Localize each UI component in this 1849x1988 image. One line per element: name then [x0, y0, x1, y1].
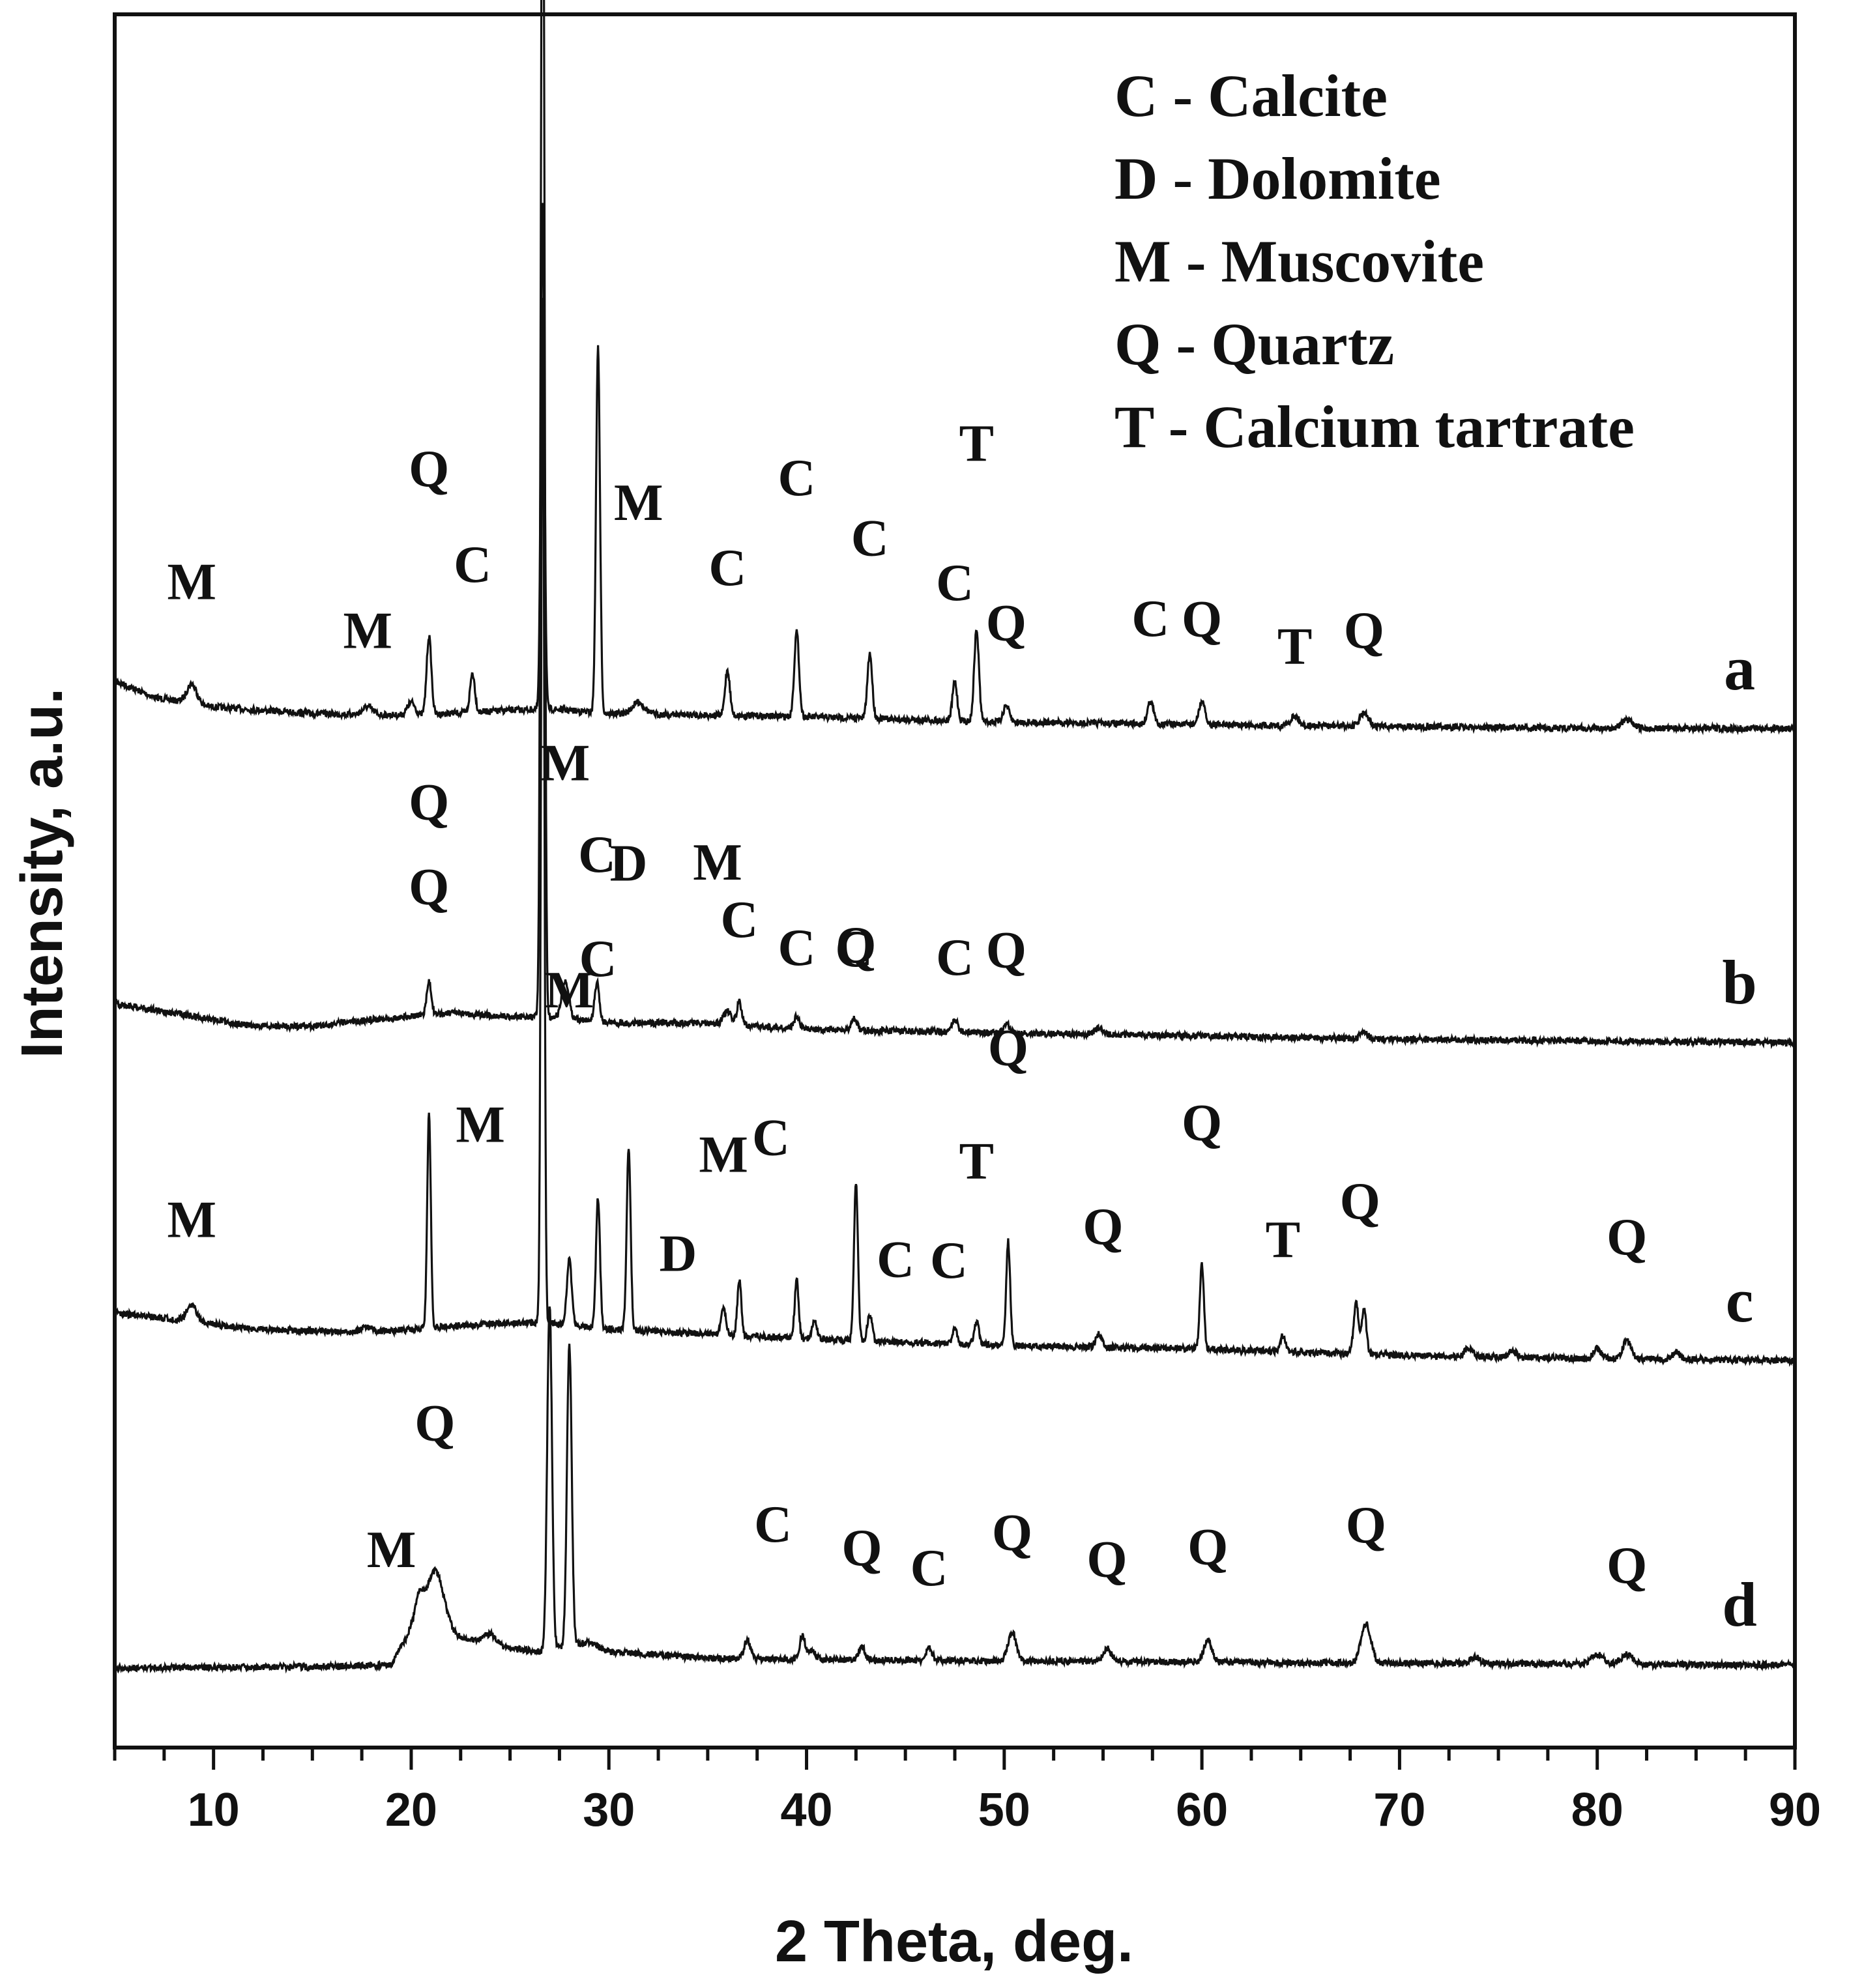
peak-label-a: M [614, 474, 663, 532]
peak-label-a: Q [986, 595, 1026, 652]
plot-frame [113, 12, 1797, 1750]
peak-label-d: Q [1187, 1519, 1228, 1576]
peak-label-d: Q [841, 1520, 882, 1577]
peak-label-d: Q [1086, 1531, 1127, 1589]
x-tick-label: 60 [1176, 1784, 1228, 1836]
peak-label-a: C [778, 450, 815, 507]
peak-label-c: C [579, 930, 617, 988]
peak-label-d: Q [1607, 1537, 1647, 1594]
peak-label-a: C [851, 510, 889, 568]
peak-label-a: C [1131, 590, 1169, 648]
series-a-line [113, 203, 1796, 736]
peak-label-d: C [754, 1496, 792, 1553]
peak-label-a: M [167, 554, 217, 611]
peak-labels-layer: aMMQCQCMCCCCTQCQTQbQMCMCCCCQcMQMCDDMCQCC… [167, 415, 1757, 1639]
x-tick-label: 70 [1373, 1784, 1425, 1836]
peak-label-a: C [708, 540, 746, 597]
peak-label-a: Q [1182, 591, 1222, 648]
x-tick-label: 80 [1571, 1784, 1623, 1836]
legend-entry: T - Calcium tartrate [1114, 394, 1635, 460]
peak-label-b: M [693, 834, 742, 891]
peak-label-b: M [541, 735, 590, 792]
x-tick-label: 30 [583, 1784, 635, 1836]
peak-label-c: Q [988, 1020, 1028, 1077]
peak-label-d: Q [415, 1395, 455, 1452]
series-d-label: d [1722, 1570, 1756, 1639]
x-tick-label: 40 [780, 1784, 832, 1836]
peak-label-c: Q [409, 774, 449, 831]
peak-label-b: C [578, 826, 616, 884]
legend-entry: D - Dolomite [1114, 145, 1441, 212]
peak-label-c: D [610, 835, 648, 893]
peak-label-b: C [778, 919, 815, 977]
peak-label-b: C [936, 929, 974, 987]
peak-label-b: Q [409, 859, 449, 916]
peak-label-c: Q [1083, 1198, 1123, 1256]
series-b-line [113, 0, 1796, 1050]
x-tick-label: 20 [385, 1784, 437, 1836]
x-axis-ticks: 10 20 30 40 50 60 70 80 90 [113, 1748, 1821, 1836]
x-tick-label: 50 [978, 1784, 1030, 1836]
peak-label-c: M [456, 1097, 505, 1154]
peak-label-b: Q [986, 922, 1026, 979]
peak-label-c: C [877, 1232, 914, 1289]
x-axis-title: 2 Theta, deg. [775, 1909, 1133, 1974]
legend: C - Calcite D - Dolomite M - Muscovite Q - … [1114, 63, 1635, 460]
x-tick-label: 90 [1769, 1784, 1821, 1836]
peak-label-a: Q [1344, 602, 1384, 659]
peak-label-c: T [959, 1133, 994, 1190]
peak-label-d: M [367, 1521, 416, 1579]
peak-label-c: T [1266, 1211, 1300, 1269]
series-c-line [113, 297, 1796, 1367]
legend-entry: C - Calcite [1114, 63, 1388, 129]
legend-entry: M - Muscovite [1114, 228, 1484, 295]
peak-label-a: C [936, 555, 974, 612]
peak-label-a: T [1277, 618, 1312, 675]
peak-label-c: Q [836, 917, 876, 975]
peak-label-a: M [343, 603, 392, 660]
peak-label-c: M [699, 1127, 748, 1184]
peak-label-a: Q [409, 441, 449, 498]
peak-label-d: C [910, 1540, 948, 1597]
series-a-label: a [1724, 633, 1755, 703]
series-d-line [113, 1306, 1796, 1675]
peak-label-d: Q [992, 1505, 1032, 1562]
series-c-label: c [1726, 1265, 1754, 1335]
series-layer [113, 0, 1796, 1675]
peak-label-a: C [454, 536, 491, 594]
peak-label-c: D [659, 1225, 697, 1282]
series-b-label: b [1722, 947, 1756, 1017]
peak-label-c: C [930, 1232, 968, 1289]
peak-label-c: C [752, 1109, 790, 1166]
peak-label-b: C [721, 891, 759, 949]
peak-label-c: M [167, 1191, 217, 1248]
peak-label-c: Q [1182, 1095, 1222, 1152]
y-axis-title: Intensity, a.u. [10, 688, 75, 1058]
peak-label-b: C [835, 921, 873, 978]
legend-entry: Q - Quartz [1114, 311, 1394, 377]
peak-label-c: Q [1607, 1209, 1647, 1266]
peak-label-a: T [959, 415, 994, 472]
peak-label-c: Q [1340, 1174, 1380, 1231]
x-tick-label: 10 [188, 1784, 240, 1836]
peak-label-d: Q [1346, 1497, 1386, 1554]
peak-label-d: M [545, 962, 594, 1019]
